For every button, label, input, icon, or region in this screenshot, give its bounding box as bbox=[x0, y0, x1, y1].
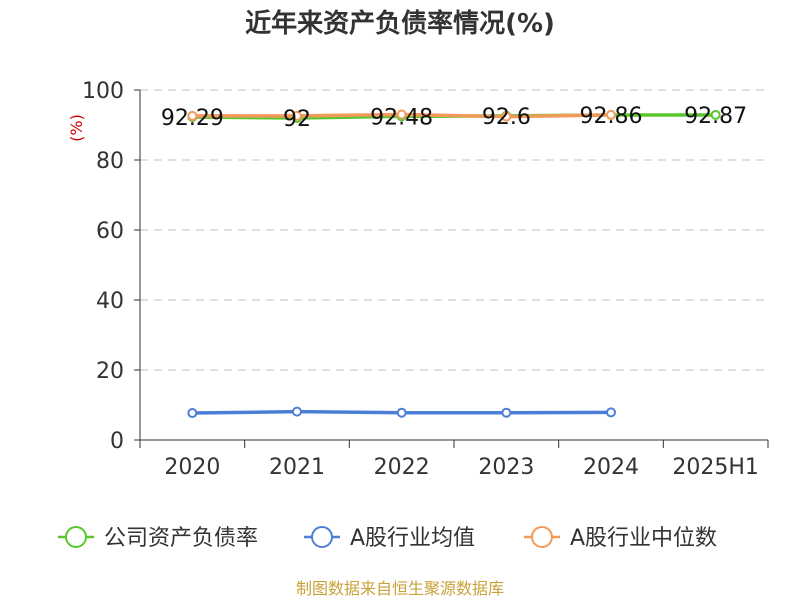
y-tick-label: 60 bbox=[96, 219, 124, 244]
legend-label: A股行业中位数 bbox=[570, 526, 717, 551]
legend-marker bbox=[531, 526, 553, 548]
data-label: 92.29 bbox=[161, 106, 224, 131]
data-point[interactable] bbox=[606, 109, 616, 120]
chart-title: 近年来资产负债率情况(%) bbox=[245, 8, 555, 39]
y-tick-label: 80 bbox=[96, 149, 124, 174]
legend-marker bbox=[65, 526, 87, 548]
legend-item-0[interactable]: 公司资产负债率 bbox=[58, 526, 258, 551]
legend-item-1[interactable]: A股行业均值 bbox=[304, 526, 475, 551]
x-tick-label: 2023 bbox=[478, 455, 534, 480]
y-axis-label: (%) bbox=[67, 114, 86, 142]
data-point[interactable] bbox=[187, 408, 198, 419]
data-label: 92.6 bbox=[482, 105, 531, 130]
grid-lines bbox=[140, 89, 768, 371]
axes: 0 20 40 60 80 100 2020 2021 2022 2023 2024 2025H1 bbox=[82, 79, 769, 480]
data-label: 92.87 bbox=[684, 104, 747, 129]
data-point[interactable] bbox=[292, 406, 302, 417]
x-tick-label: 2021 bbox=[269, 455, 325, 480]
legend-label: A股行业均值 bbox=[350, 526, 475, 551]
data-label: 92 bbox=[283, 107, 311, 132]
data-point[interactable] bbox=[710, 109, 721, 120]
legend-item-2[interactable]: A股行业中位数 bbox=[524, 526, 717, 551]
x-tick-label: 2024 bbox=[583, 455, 639, 480]
data-point[interactable] bbox=[396, 109, 407, 120]
data-labels: 92.29 92 92.48 92.6 92.86 92.87 bbox=[161, 104, 747, 132]
data-label: 92.86 bbox=[580, 104, 643, 129]
legend-label: 公司资产负债率 bbox=[104, 526, 258, 551]
y-tick-label: 40 bbox=[96, 289, 124, 314]
legend-marker bbox=[311, 526, 333, 548]
data-point[interactable] bbox=[292, 110, 302, 121]
data-point[interactable] bbox=[396, 407, 407, 418]
series-layer bbox=[187, 109, 721, 419]
source-note: 制图数据来自恒生聚源数据库 bbox=[296, 579, 504, 598]
x-tick-label: 2020 bbox=[164, 455, 220, 480]
data-label: 92.48 bbox=[370, 105, 433, 130]
x-tick-label: 2025H1 bbox=[672, 455, 759, 480]
data-point[interactable] bbox=[606, 407, 616, 418]
legend[interactable]: 公司资产负债率 A股行业均值 A股行业中位数 bbox=[58, 526, 717, 551]
y-tick-label: 100 bbox=[82, 79, 124, 104]
data-point[interactable] bbox=[501, 407, 512, 418]
y-tick-label: 20 bbox=[96, 359, 124, 384]
data-point[interactable] bbox=[501, 111, 512, 122]
x-tick-label: 2022 bbox=[374, 455, 430, 480]
y-tick-label: 0 bbox=[110, 429, 124, 454]
data-point[interactable] bbox=[187, 110, 198, 121]
